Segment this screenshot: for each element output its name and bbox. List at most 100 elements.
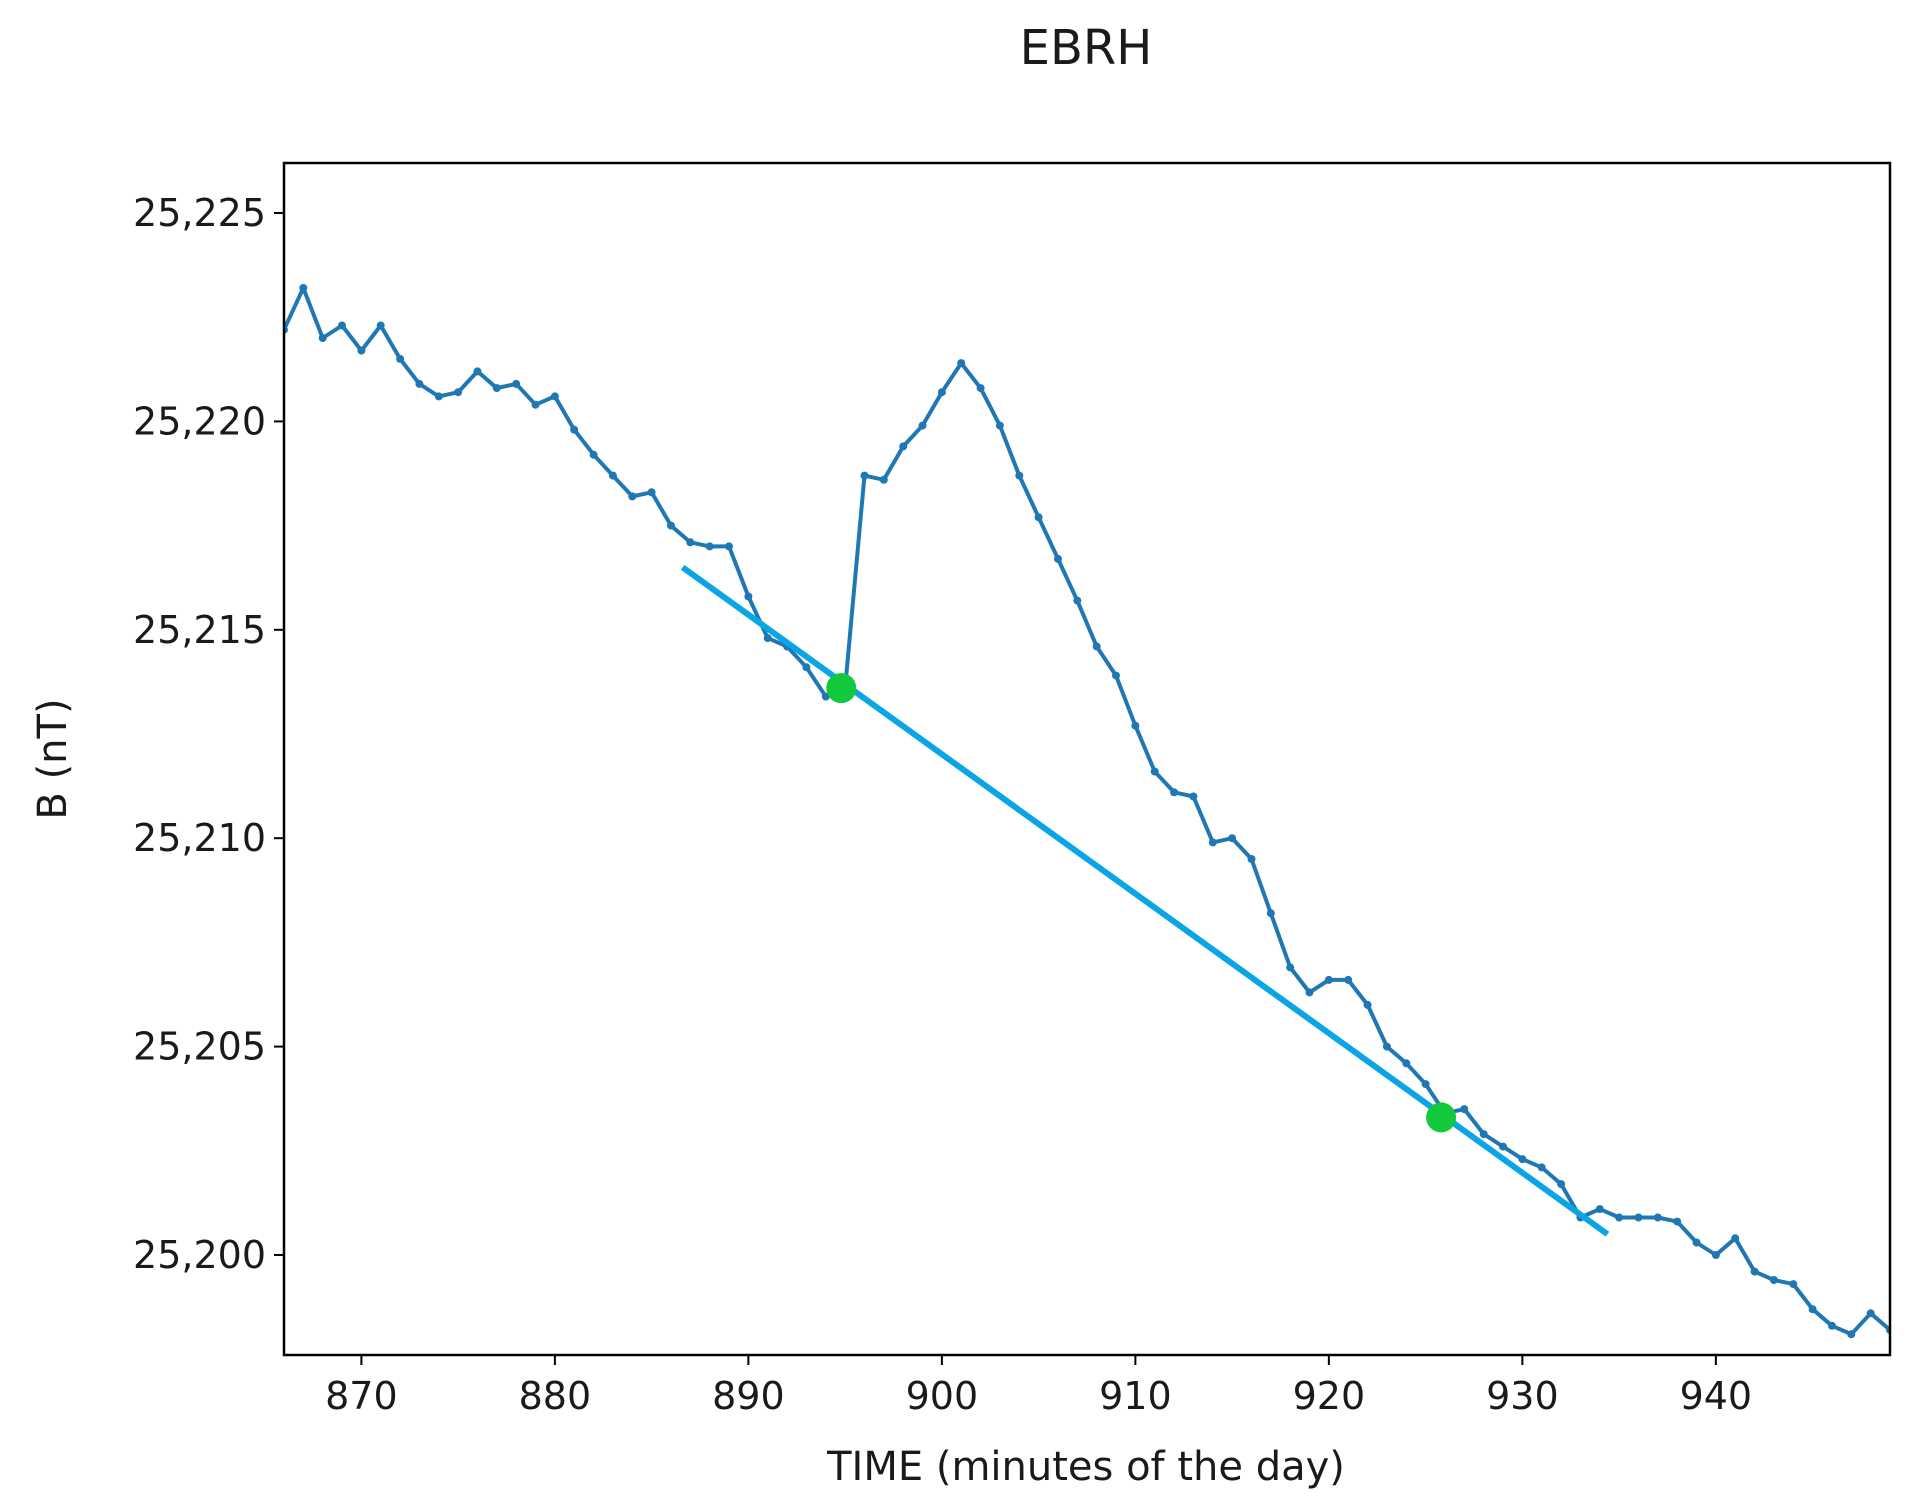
data-point — [1557, 1180, 1566, 1189]
x-tick-label: 900 — [906, 1374, 979, 1418]
data-point — [1247, 855, 1256, 863]
data-point — [937, 388, 946, 397]
data-point — [1537, 1163, 1546, 1172]
data-point — [434, 392, 443, 401]
data-point — [628, 492, 637, 501]
x-tick-label: 890 — [712, 1374, 785, 1418]
data-point — [1789, 1280, 1798, 1289]
data-point — [318, 334, 327, 342]
data-point — [1034, 513, 1043, 522]
data-point — [957, 359, 966, 368]
data-point — [1808, 1305, 1817, 1314]
data-point — [1344, 975, 1353, 984]
data-point — [1866, 1309, 1875, 1318]
data-point — [376, 321, 385, 330]
y-axis-ticks: 25,200 25,205 25,210 25,215 25,220 25,225 — [133, 191, 284, 1277]
y-tick-label: 25,220 — [133, 399, 266, 443]
data-point — [299, 284, 308, 292]
y-tick-label: 25,215 — [133, 608, 266, 652]
data-point — [415, 379, 424, 388]
data-point — [725, 542, 733, 551]
highlight-point — [1426, 1102, 1457, 1133]
data-point — [1421, 1080, 1430, 1089]
data-point — [608, 471, 617, 480]
data-point — [744, 592, 753, 601]
data-point — [1208, 838, 1217, 847]
x-tick-label: 870 — [325, 1374, 398, 1418]
data-point — [899, 442, 908, 451]
data-point — [1595, 1205, 1604, 1214]
data-point — [473, 367, 482, 376]
data-point — [1692, 1238, 1701, 1247]
data-point — [338, 321, 346, 330]
data-point — [667, 521, 675, 530]
data-point — [686, 538, 695, 547]
x-axis-ticks: 870 880 890 900 910 920 930 940 — [325, 1355, 1752, 1418]
x-axis-label: TIME (minutes of the day) — [826, 1444, 1345, 1490]
y-tick-label: 25,205 — [133, 1025, 266, 1069]
series-layer — [284, 284, 1890, 1339]
data-point — [763, 634, 772, 643]
x-tick-label: 910 — [1099, 1374, 1172, 1418]
data-point — [995, 421, 1004, 430]
data-point — [531, 400, 540, 409]
data-point — [1150, 767, 1159, 776]
data-point — [1228, 834, 1237, 843]
data-point — [1363, 1000, 1372, 1009]
data-point — [1673, 1217, 1682, 1226]
series-line-b — [284, 286, 1890, 1337]
data-point — [1615, 1213, 1624, 1222]
data-point — [1189, 792, 1198, 801]
data-point — [492, 384, 501, 393]
data-point — [550, 392, 559, 401]
data-point — [1479, 1130, 1488, 1139]
data-point — [1015, 471, 1024, 480]
data-point — [1653, 1213, 1662, 1222]
y-tick-label: 25,200 — [133, 1233, 266, 1277]
data-point — [1170, 788, 1179, 797]
data-point — [1518, 1155, 1527, 1164]
data-point — [589, 450, 598, 459]
x-tick-label: 930 — [1486, 1374, 1559, 1418]
data-point — [357, 346, 366, 355]
data-point — [1382, 1042, 1391, 1051]
x-tick-label: 920 — [1293, 1374, 1366, 1418]
data-point — [879, 475, 888, 484]
data-point — [918, 421, 927, 430]
data-point — [1131, 721, 1140, 730]
data-point — [705, 542, 714, 551]
data-point — [1112, 671, 1120, 680]
data-point — [1305, 988, 1314, 997]
data-point — [454, 388, 463, 397]
data-point — [1711, 1251, 1720, 1259]
y-axis-label: B (nT) — [30, 698, 76, 819]
data-point — [1828, 1321, 1836, 1330]
data-point — [1847, 1330, 1856, 1339]
data-point — [1324, 975, 1333, 984]
data-point — [1092, 642, 1101, 651]
data-point — [1731, 1234, 1740, 1243]
data-point — [802, 663, 811, 672]
baseline-fit-line — [680, 564, 1610, 1237]
data-point — [570, 425, 579, 434]
plot-area-frame — [282, 161, 1892, 1357]
data-point — [860, 471, 869, 480]
highlight-point — [826, 673, 857, 704]
data-point — [1286, 963, 1295, 972]
x-tick-label: 880 — [519, 1374, 592, 1418]
data-point — [1460, 1105, 1469, 1114]
data-point — [1266, 909, 1275, 918]
data-point — [647, 488, 656, 497]
y-tick-label: 25,225 — [133, 191, 266, 235]
y-tick-label: 25,210 — [133, 816, 266, 860]
data-point — [1769, 1276, 1778, 1284]
data-point — [1499, 1142, 1507, 1151]
data-point — [1402, 1059, 1411, 1068]
data-point — [976, 384, 985, 393]
chart-title: EBRH — [1020, 20, 1153, 76]
data-point — [512, 379, 521, 388]
data-point — [1634, 1213, 1643, 1222]
data-point — [396, 354, 405, 363]
